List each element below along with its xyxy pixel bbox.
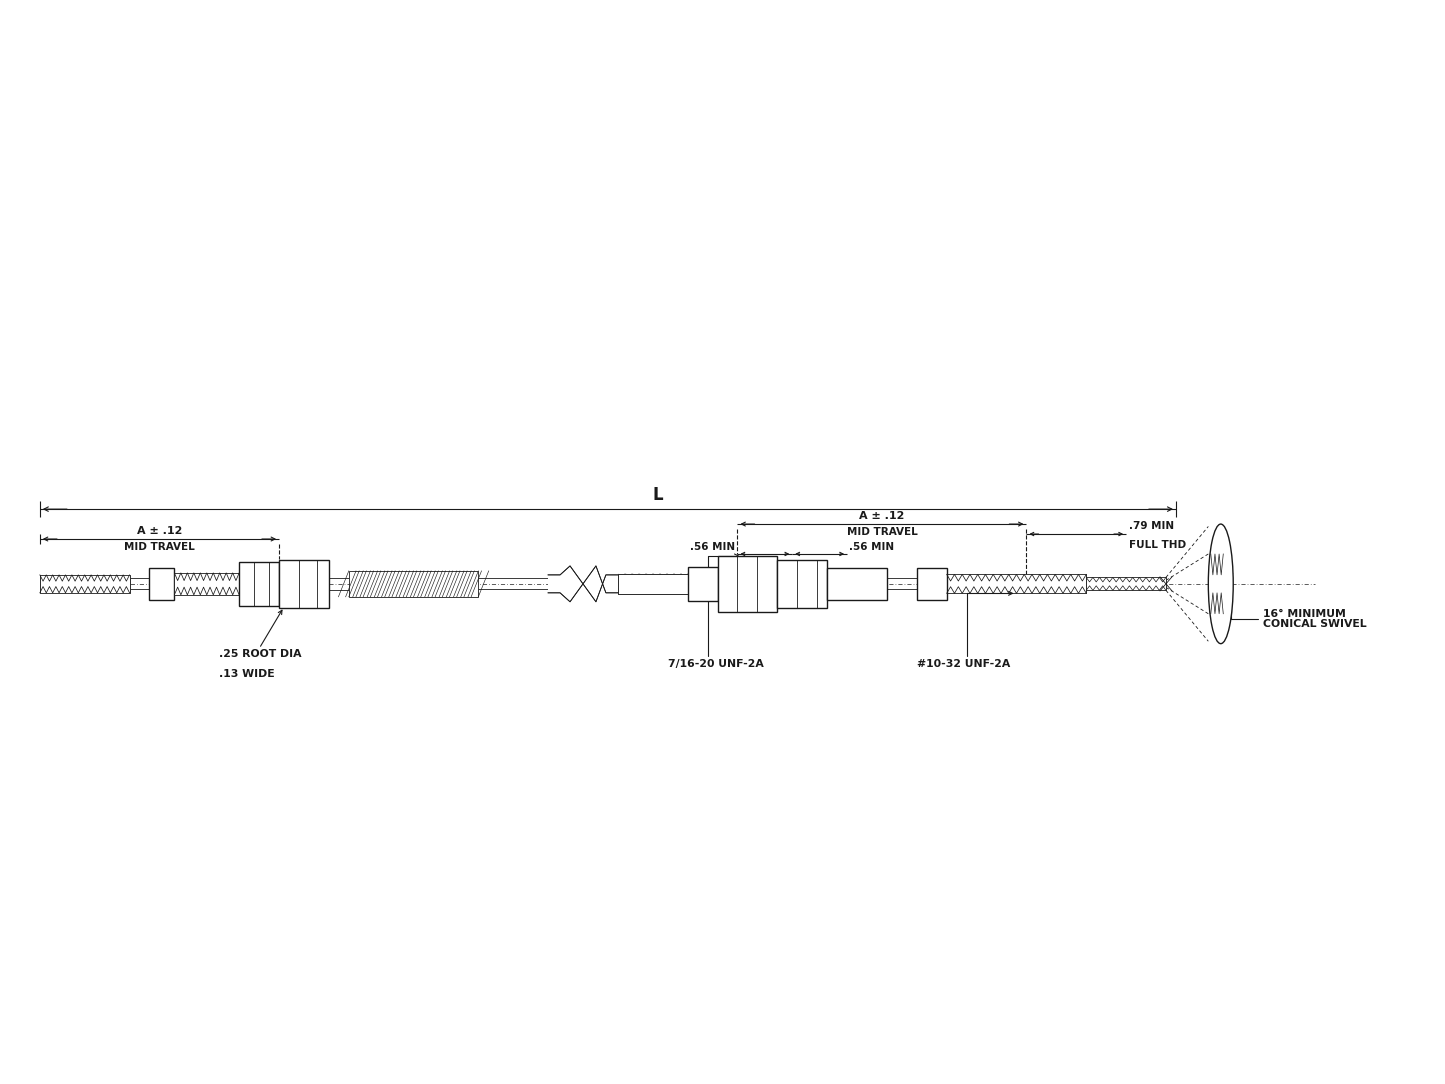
Bar: [149, 568, 175, 599]
Bar: [827, 568, 887, 599]
Text: 16° MINIMUM: 16° MINIMUM: [1263, 609, 1345, 619]
Text: .25 ROOT DIA: .25 ROOT DIA: [220, 648, 302, 659]
Bar: [1087, 578, 1166, 591]
Bar: [40, 575, 130, 593]
Text: A ± .12: A ± .12: [137, 526, 182, 535]
Text: .13 WIDE: .13 WIDE: [220, 669, 275, 679]
Text: MID TRAVEL: MID TRAVEL: [124, 542, 195, 552]
Bar: [777, 560, 827, 608]
Text: L: L: [652, 486, 663, 504]
Bar: [279, 560, 329, 608]
Bar: [946, 575, 1087, 593]
Bar: [348, 571, 478, 597]
Bar: [688, 567, 718, 601]
Bar: [618, 573, 688, 594]
Text: MID TRAVEL: MID TRAVEL: [847, 527, 918, 537]
Text: CONICAL SWIVEL: CONICAL SWIVEL: [1263, 619, 1367, 629]
Bar: [916, 568, 946, 599]
Text: .56 MIN: .56 MIN: [691, 542, 736, 552]
Ellipse shape: [1208, 524, 1233, 644]
Text: FULL THD: FULL THD: [1129, 540, 1186, 550]
Bar: [618, 573, 688, 594]
Text: A ± .12: A ± .12: [860, 511, 905, 521]
Bar: [718, 556, 777, 611]
Bar: [548, 564, 618, 604]
Bar: [175, 572, 240, 595]
Text: #10-32 UNF-2A: #10-32 UNF-2A: [916, 659, 1010, 669]
Text: .56 MIN: .56 MIN: [850, 542, 894, 552]
Text: .79 MIN: .79 MIN: [1129, 521, 1175, 531]
Text: 7/16-20 UNF-2A: 7/16-20 UNF-2A: [668, 659, 763, 669]
Bar: [240, 562, 279, 606]
